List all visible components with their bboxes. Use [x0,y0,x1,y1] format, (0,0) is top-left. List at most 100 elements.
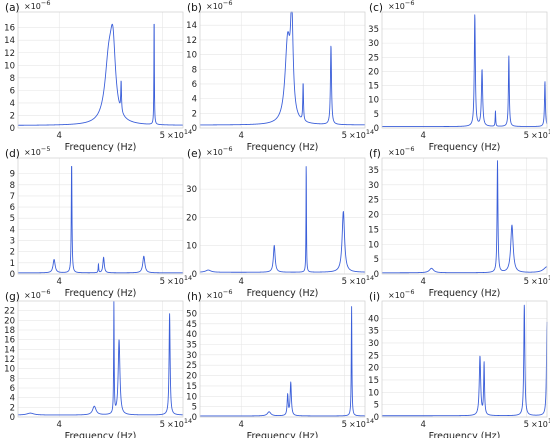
y-tick-label: 5 [10,214,15,224]
y-tick-label: 8 [10,374,15,384]
y-tick-label: 20 [368,211,379,221]
y-tick-label: 14 [4,345,15,355]
plot-area [200,158,365,274]
x-exponent: 14 [366,417,374,425]
y-multiplier: ×10−6 [206,288,232,300]
plot-frame [17,157,184,275]
x-axis-label: Frequency (Hz) [429,288,501,299]
y-tick-label: 22 [4,307,15,317]
x-axis-label: Frequency (Hz) [429,142,501,153]
y-tick-label: 8 [192,65,197,75]
y-tick-label: 2 [10,111,15,121]
y-tick-label: 20 [186,213,197,223]
y-tick-label: 50 [186,309,197,319]
y-exponent: −6 [41,288,51,296]
x-tick-label: 4 [57,131,62,141]
y-tick-label: 0 [374,124,379,134]
y-tick-label: 30 [368,39,379,49]
x-tick-label: 5 [160,277,165,287]
y-multiplier: ×10−5 [24,145,50,157]
plot-area [382,158,547,274]
plot-frame [17,300,184,418]
y-tick-label: 9 [10,170,15,180]
y-tick-label: 16 [4,336,15,346]
y-multiplier: ×10−6 [206,0,232,11]
x-multiplier: ×1014 [167,128,192,140]
y-tick-label: 12 [186,36,197,46]
y-tick-label: 10 [368,388,379,398]
x-axis-label: Frequency (Hz) [65,288,137,299]
y-multiplier: ×10−6 [24,0,50,11]
y-tick-label: 35 [368,25,379,35]
plot-area [200,12,365,128]
y-tick-label: 25 [368,196,379,206]
plot-frame [381,300,548,418]
y-tick-label: 35 [368,166,379,176]
panel-2: 0 2 4 6 8 10 12 14 4 5 Frequency (Hz) ×1014 (b) ×10−6 [186,0,374,153]
x-tick-label: 4 [421,420,426,430]
y-multiplier: ×10−6 [388,288,414,300]
y-tick-label: 10 [186,392,197,402]
y-tick-label: 10 [368,96,379,106]
x-tick-label: 5 [524,277,529,287]
y-multiplier: ×10−6 [388,0,414,11]
spectrum-trace [381,14,548,128]
y-tick-label: 0 [10,270,15,280]
y-tick-label: 25 [368,53,379,63]
plot-frame [199,11,366,129]
plot-area [18,12,183,128]
x-axis-label: Frequency (Hz) [247,142,319,153]
panel-3: 0 5 10 15 20 25 30 35 4 5 Frequency (Hz) ×1014 (c) ×1… [368,0,550,153]
y-multiplier: ×10−6 [206,145,232,157]
plot-frame [199,157,366,275]
y-tick-label: 0 [192,270,197,280]
x-multiplier: ×1014 [531,274,550,286]
spectrum-trace [199,11,366,126]
y-multiplier: ×10−6 [24,288,50,300]
y-exponent: −6 [405,288,415,296]
x-multiplier: ×1014 [349,417,374,429]
y-tick-label: 4 [10,99,15,109]
panel-label: (c) [369,2,383,14]
y-tick-label: 8 [10,181,15,191]
y-exponent: −6 [41,0,51,7]
x-tick-label: 4 [57,277,62,287]
y-tick-label: 4 [192,95,197,105]
panel-label: (d) [5,148,20,160]
plot-area [382,12,547,128]
x-axis-label: Frequency (Hz) [65,142,137,153]
y-tick-label: 3 [10,237,15,247]
y-tick-label: 12 [4,355,15,365]
y-exponent: −6 [223,145,233,153]
x-multiplier: ×1014 [167,417,192,429]
y-tick-label: 6 [10,384,15,394]
x-exponent: 14 [366,274,374,282]
y-tick-label: 20 [4,316,15,326]
spectrum-trace [17,301,184,416]
y-tick-label: 4 [10,225,15,235]
y-tick-label: 0 [192,413,197,423]
y-tick-label: 15 [186,382,197,392]
y-tick-label: 0 [374,270,379,280]
y-tick-label: 30 [186,185,197,195]
panel-label: (a) [5,2,20,14]
x-multiplier: ×1014 [531,128,550,140]
panel-label: (e) [187,148,202,160]
spectrum-trace [199,166,366,273]
y-tick-label: 20 [186,372,197,382]
plot-area [382,301,547,417]
panel-1: 0 2 4 6 8 10 12 14 16 4 5 Frequency (Hz) ×1014 (a) ×10… [4,0,192,153]
y-multiplier: ×10−6 [388,145,414,157]
plot-area [18,158,183,274]
y-tick-label: 7 [10,192,15,202]
x-tick-label: 5 [524,420,529,430]
y-exponent: −5 [41,145,51,153]
y-tick-label: 2 [192,109,197,119]
x-tick-label: 4 [421,131,426,141]
x-axis-label: Frequency (Hz) [65,431,137,438]
spectrum-trace [17,23,184,126]
x-exponent: 14 [548,274,550,282]
x-multiplier: ×1014 [167,274,192,286]
